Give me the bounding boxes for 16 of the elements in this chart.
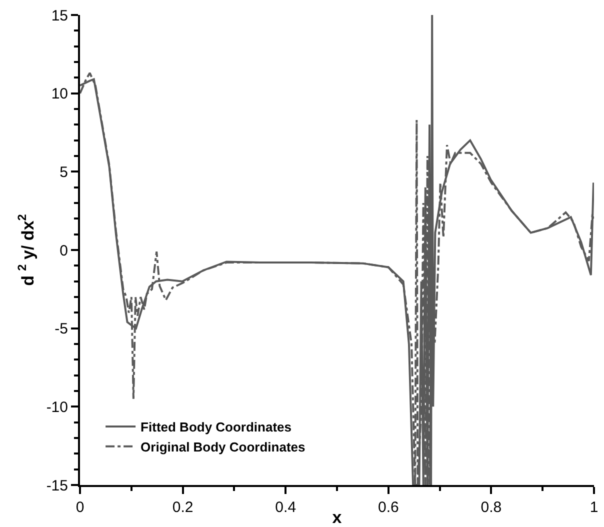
y-tick-label: -5 [54, 320, 68, 338]
y-tick-label: 0 [60, 242, 68, 260]
y-tick-label: -15 [46, 477, 68, 494]
legend-label: Fitted Body Coordinates [140, 420, 292, 435]
legend-label: Original Body Coordinates [140, 439, 306, 454]
x-tick-label: 0.6 [378, 499, 399, 516]
x-axis-title: x [332, 508, 342, 527]
y-tick-label: 15 [51, 7, 68, 24]
x-tick-label: 0.4 [275, 499, 296, 516]
x-tick-label: 1 [590, 499, 598, 516]
y-tick-label: -10 [46, 398, 68, 416]
y-tick-label: 10 [51, 86, 68, 103]
x-tick-label: 0.2 [172, 499, 194, 516]
x-tick-label: 0 [76, 499, 84, 516]
x-tick-label: 0.8 [480, 499, 502, 516]
y-tick-label: 5 [60, 164, 68, 181]
